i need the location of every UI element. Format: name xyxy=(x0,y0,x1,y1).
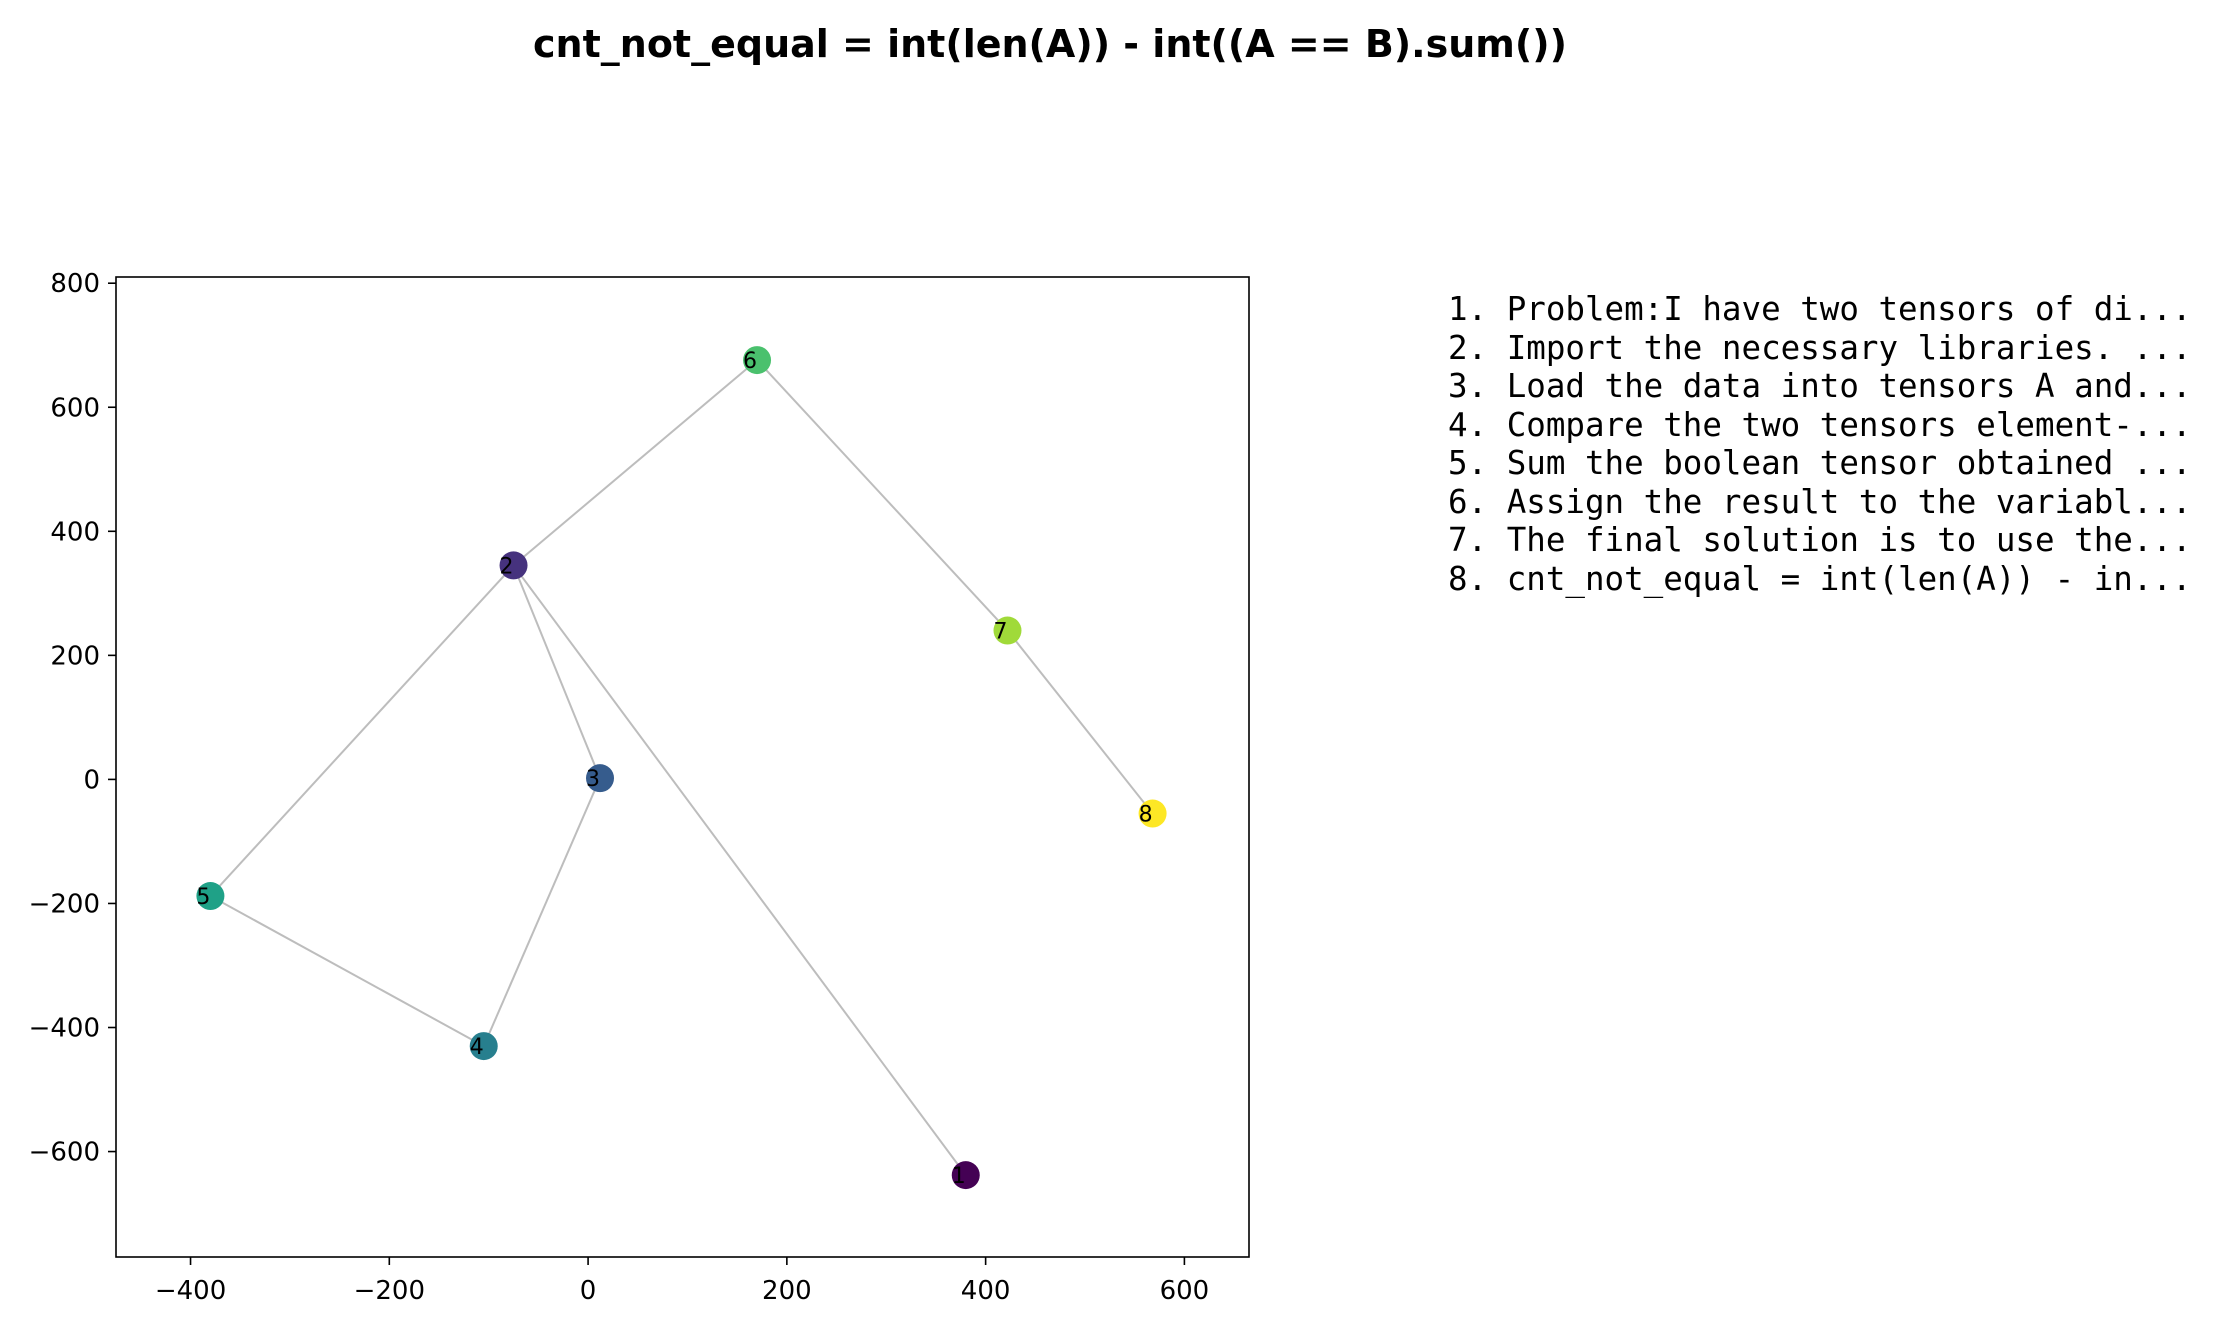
point-6 xyxy=(743,346,772,375)
point-2 xyxy=(499,551,528,580)
x-tick-label: −400 xyxy=(155,1276,226,1306)
edge-6-7 xyxy=(756,359,1009,632)
point-label-5: 5 xyxy=(196,885,210,910)
point-label-7: 7 xyxy=(993,620,1007,645)
point-label-3: 3 xyxy=(586,767,600,792)
y-tick-label: 600 xyxy=(50,393,100,423)
point-1 xyxy=(951,1161,980,1190)
edge-2-1 xyxy=(512,564,967,1176)
legend-item: 2. Import the necessary libraries. ... xyxy=(1448,328,2192,367)
y-tick-label: −600 xyxy=(29,1138,100,1168)
legend: 1. Problem:I have two tensors of di... 2.… xyxy=(1448,290,2192,598)
edge-3-2 xyxy=(512,565,601,779)
edge-7-8 xyxy=(1006,629,1154,815)
point-7 xyxy=(993,616,1022,645)
plot-frame xyxy=(115,276,1250,1258)
y-tick-label: −400 xyxy=(29,1014,100,1044)
x-axis: −400 −200 0 200 400 600 xyxy=(155,1257,1209,1306)
x-tick-label: 0 xyxy=(580,1276,597,1306)
y-axis: −600 −400 −200 0 200 400 600 800 xyxy=(29,269,116,1168)
point-4 xyxy=(469,1032,498,1061)
legend-item: 5. Sum the boolean tensor obtained ... xyxy=(1448,444,2192,482)
legend-item: 3. Load the data into tensors A and... xyxy=(1448,367,2192,405)
point-5 xyxy=(196,882,225,911)
y-tick-label: 400 xyxy=(50,517,100,547)
legend-item: 6. Assign the result to the variabl... xyxy=(1448,482,2192,521)
legend-item: 7. The final solution is to use the... xyxy=(1448,521,2192,559)
point-8 xyxy=(1138,799,1167,828)
legend-item: 1. Problem:I have two tensors of di... xyxy=(1448,290,2192,328)
x-tick-label: 200 xyxy=(762,1276,812,1306)
edge-4-3 xyxy=(482,777,601,1047)
x-tick-label: 400 xyxy=(961,1276,1011,1306)
legend-item: 4. Compare the two tensors element-... xyxy=(1448,405,2192,444)
point-3 xyxy=(586,764,615,793)
edges-layer xyxy=(209,359,1154,1176)
points-layer xyxy=(196,346,1167,1190)
legend-item: 8. cnt_not_equal = int(len(A)) - in... xyxy=(1448,559,2192,598)
x-tick-label: 600 xyxy=(1160,1276,1210,1306)
y-tick-label: 0 xyxy=(83,765,100,795)
point-label-4: 4 xyxy=(470,1035,484,1060)
point-label-6: 6 xyxy=(743,349,757,374)
x-tick-label: −200 xyxy=(354,1276,425,1306)
chart-title: cnt_not_equal = int(len(A)) - int((A == … xyxy=(533,22,1567,66)
point-label-8: 8 xyxy=(1139,803,1153,828)
y-tick-label: 800 xyxy=(50,269,100,299)
edge-2-5 xyxy=(209,564,515,897)
point-label-1: 1 xyxy=(952,1164,966,1189)
edge-5-4 xyxy=(209,895,485,1047)
y-tick-label: 200 xyxy=(50,641,100,671)
edge-2-6 xyxy=(512,359,758,567)
y-tick-label: −200 xyxy=(29,889,100,919)
point-labels-layer: 1 2 3 4 5 6 7 8 xyxy=(196,349,1152,1189)
point-label-2: 2 xyxy=(500,554,514,579)
